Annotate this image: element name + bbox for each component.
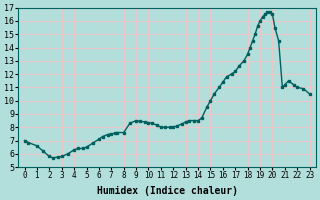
X-axis label: Humidex (Indice chaleur): Humidex (Indice chaleur) xyxy=(97,186,237,196)
